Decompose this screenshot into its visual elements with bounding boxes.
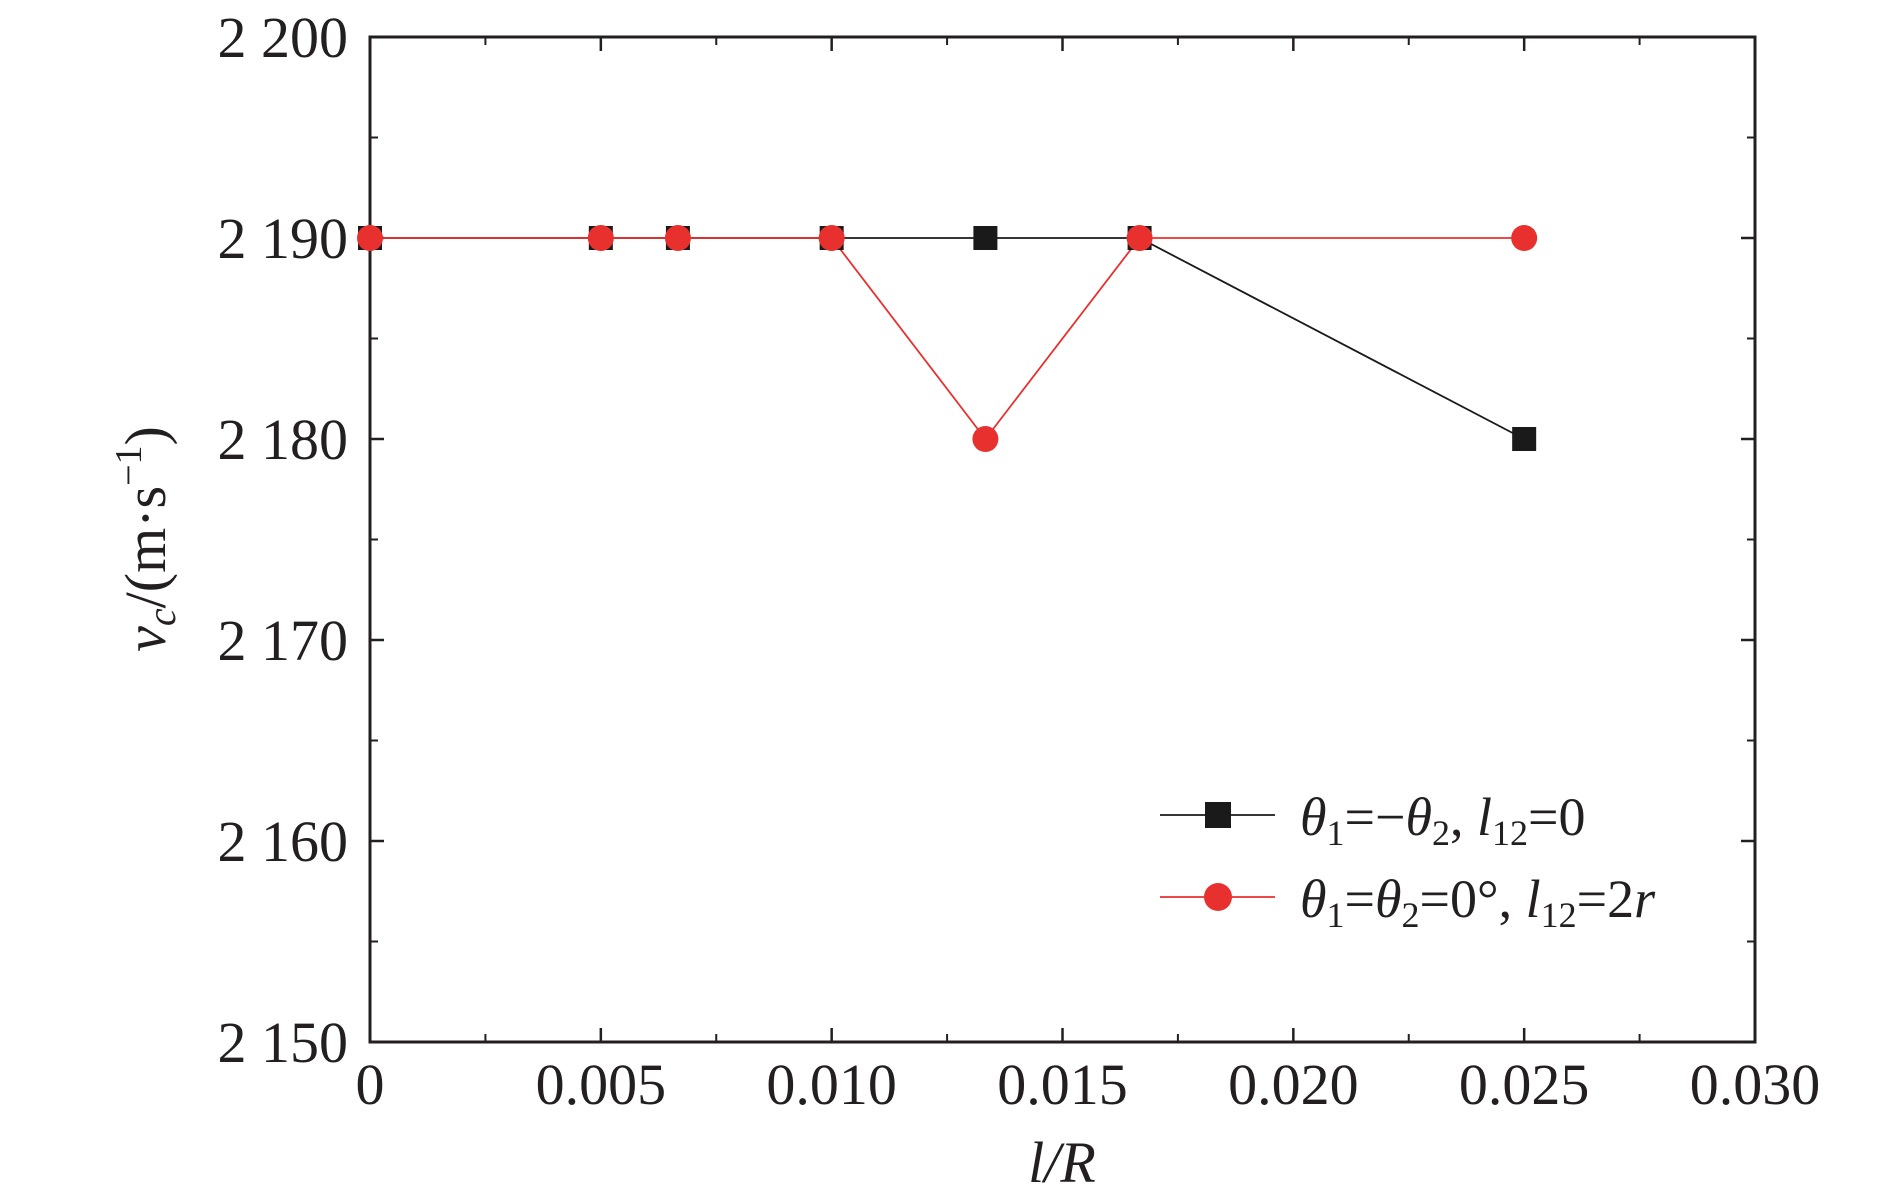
series-2-point [1511, 225, 1538, 251]
y-tick-label: 2 180 [218, 407, 349, 472]
series-1-line [370, 237, 1525, 440]
series-2-point [818, 225, 845, 251]
x-tick-label: 0.005 [536, 1052, 667, 1117]
y-axis-label: vc/(m·s−1) [108, 426, 184, 652]
y-tick-label: 2 160 [218, 809, 349, 874]
legend: θ1=−θ2, l12=0 θ1=θ2=0°, l12=2r [1160, 787, 1656, 935]
x-tick-label: 0.030 [1690, 1052, 1821, 1117]
svg-text:vc/(m·s−1): vc/(m·s−1) [108, 426, 184, 652]
y-tick-label: 2 200 [218, 5, 349, 70]
axis-ticks [368, 35, 1757, 1044]
legend-marker-circle [1204, 883, 1232, 911]
legend-marker-square [1205, 802, 1231, 828]
axis-tick-labels: 0 0.005 0.010 0.015 0.020 0.025 0.030 2 150 2 16… [218, 5, 1821, 1117]
x-tick-label: 0.020 [1228, 1052, 1359, 1117]
x-tick-label: 0 [356, 1052, 385, 1117]
series-2-line [370, 237, 1525, 441]
series-2-point [664, 225, 691, 251]
y-tick-label: 2 150 [218, 1010, 349, 1075]
series-2-point [587, 225, 614, 251]
x-axis-label: l/R [1028, 1130, 1096, 1193]
y-tick-label: 2 170 [218, 608, 349, 673]
x-tick-label: 0.010 [766, 1052, 897, 1117]
x-tick-label: 0.015 [997, 1052, 1128, 1117]
plot-frame [368, 35, 1757, 1044]
legend-label-series-2: θ1=θ2=0°, l12=2r [1300, 869, 1656, 935]
y-tick-label: 2 190 [218, 206, 349, 271]
series-layer [357, 225, 1538, 452]
series-2-point [1126, 225, 1153, 251]
legend-label-series-1: θ1=−θ2, l12=0 [1300, 787, 1585, 853]
series-1-point [973, 226, 998, 250]
x-tick-label: 0.025 [1459, 1052, 1590, 1117]
series-2-point [357, 225, 383, 251]
series-1-point [1512, 427, 1537, 451]
series-2-point [972, 426, 999, 452]
